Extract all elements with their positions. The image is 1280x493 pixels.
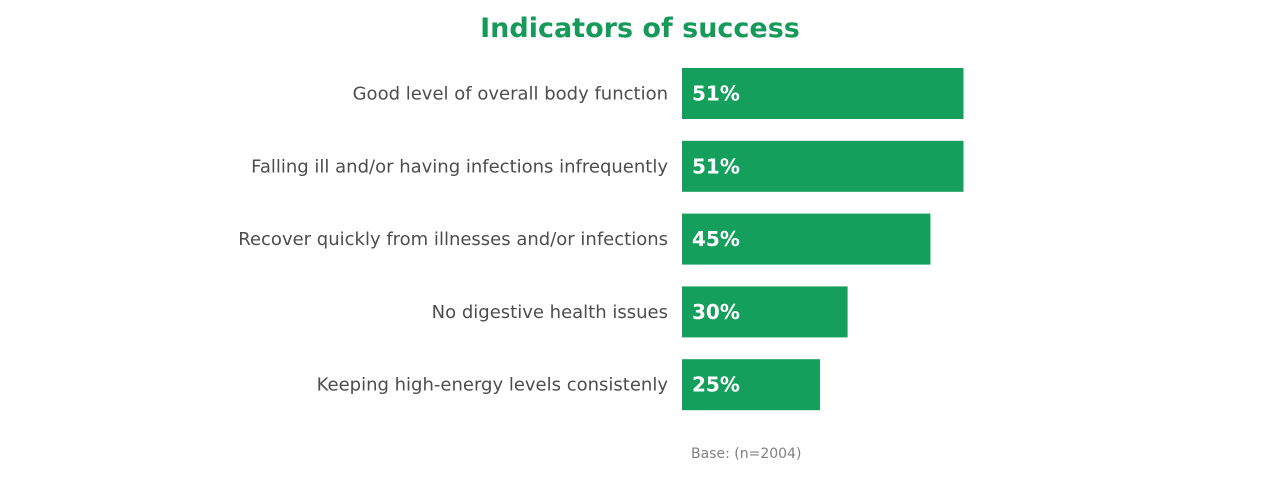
value-label-3: 45% xyxy=(692,227,740,251)
category-label-4: No digestive health issues xyxy=(432,302,668,323)
value-label-1: 51% xyxy=(692,82,740,106)
category-label-3: Recover quickly from illnesses and/or in… xyxy=(238,229,668,250)
base-note: Base: (n=2004) xyxy=(691,446,801,462)
bar-4 xyxy=(682,286,848,338)
bar-1 xyxy=(682,68,964,119)
category-label-1: Good level of overall body function xyxy=(353,84,668,105)
value-label-4: 30% xyxy=(692,300,740,324)
value-label-5: 25% xyxy=(692,373,740,397)
bar-3 xyxy=(682,213,931,265)
category-label-2: Falling ill and/or having infections inf… xyxy=(251,156,668,177)
bar-2 xyxy=(682,140,964,192)
category-label-5: Keeping high-energy levels consistenly xyxy=(317,375,669,396)
bar-5 xyxy=(682,359,820,411)
bars-group: Good level of overall body function 51% Fa… xyxy=(238,68,964,411)
chart-title: Indicators of success xyxy=(480,13,800,44)
value-label-2: 51% xyxy=(692,154,740,178)
